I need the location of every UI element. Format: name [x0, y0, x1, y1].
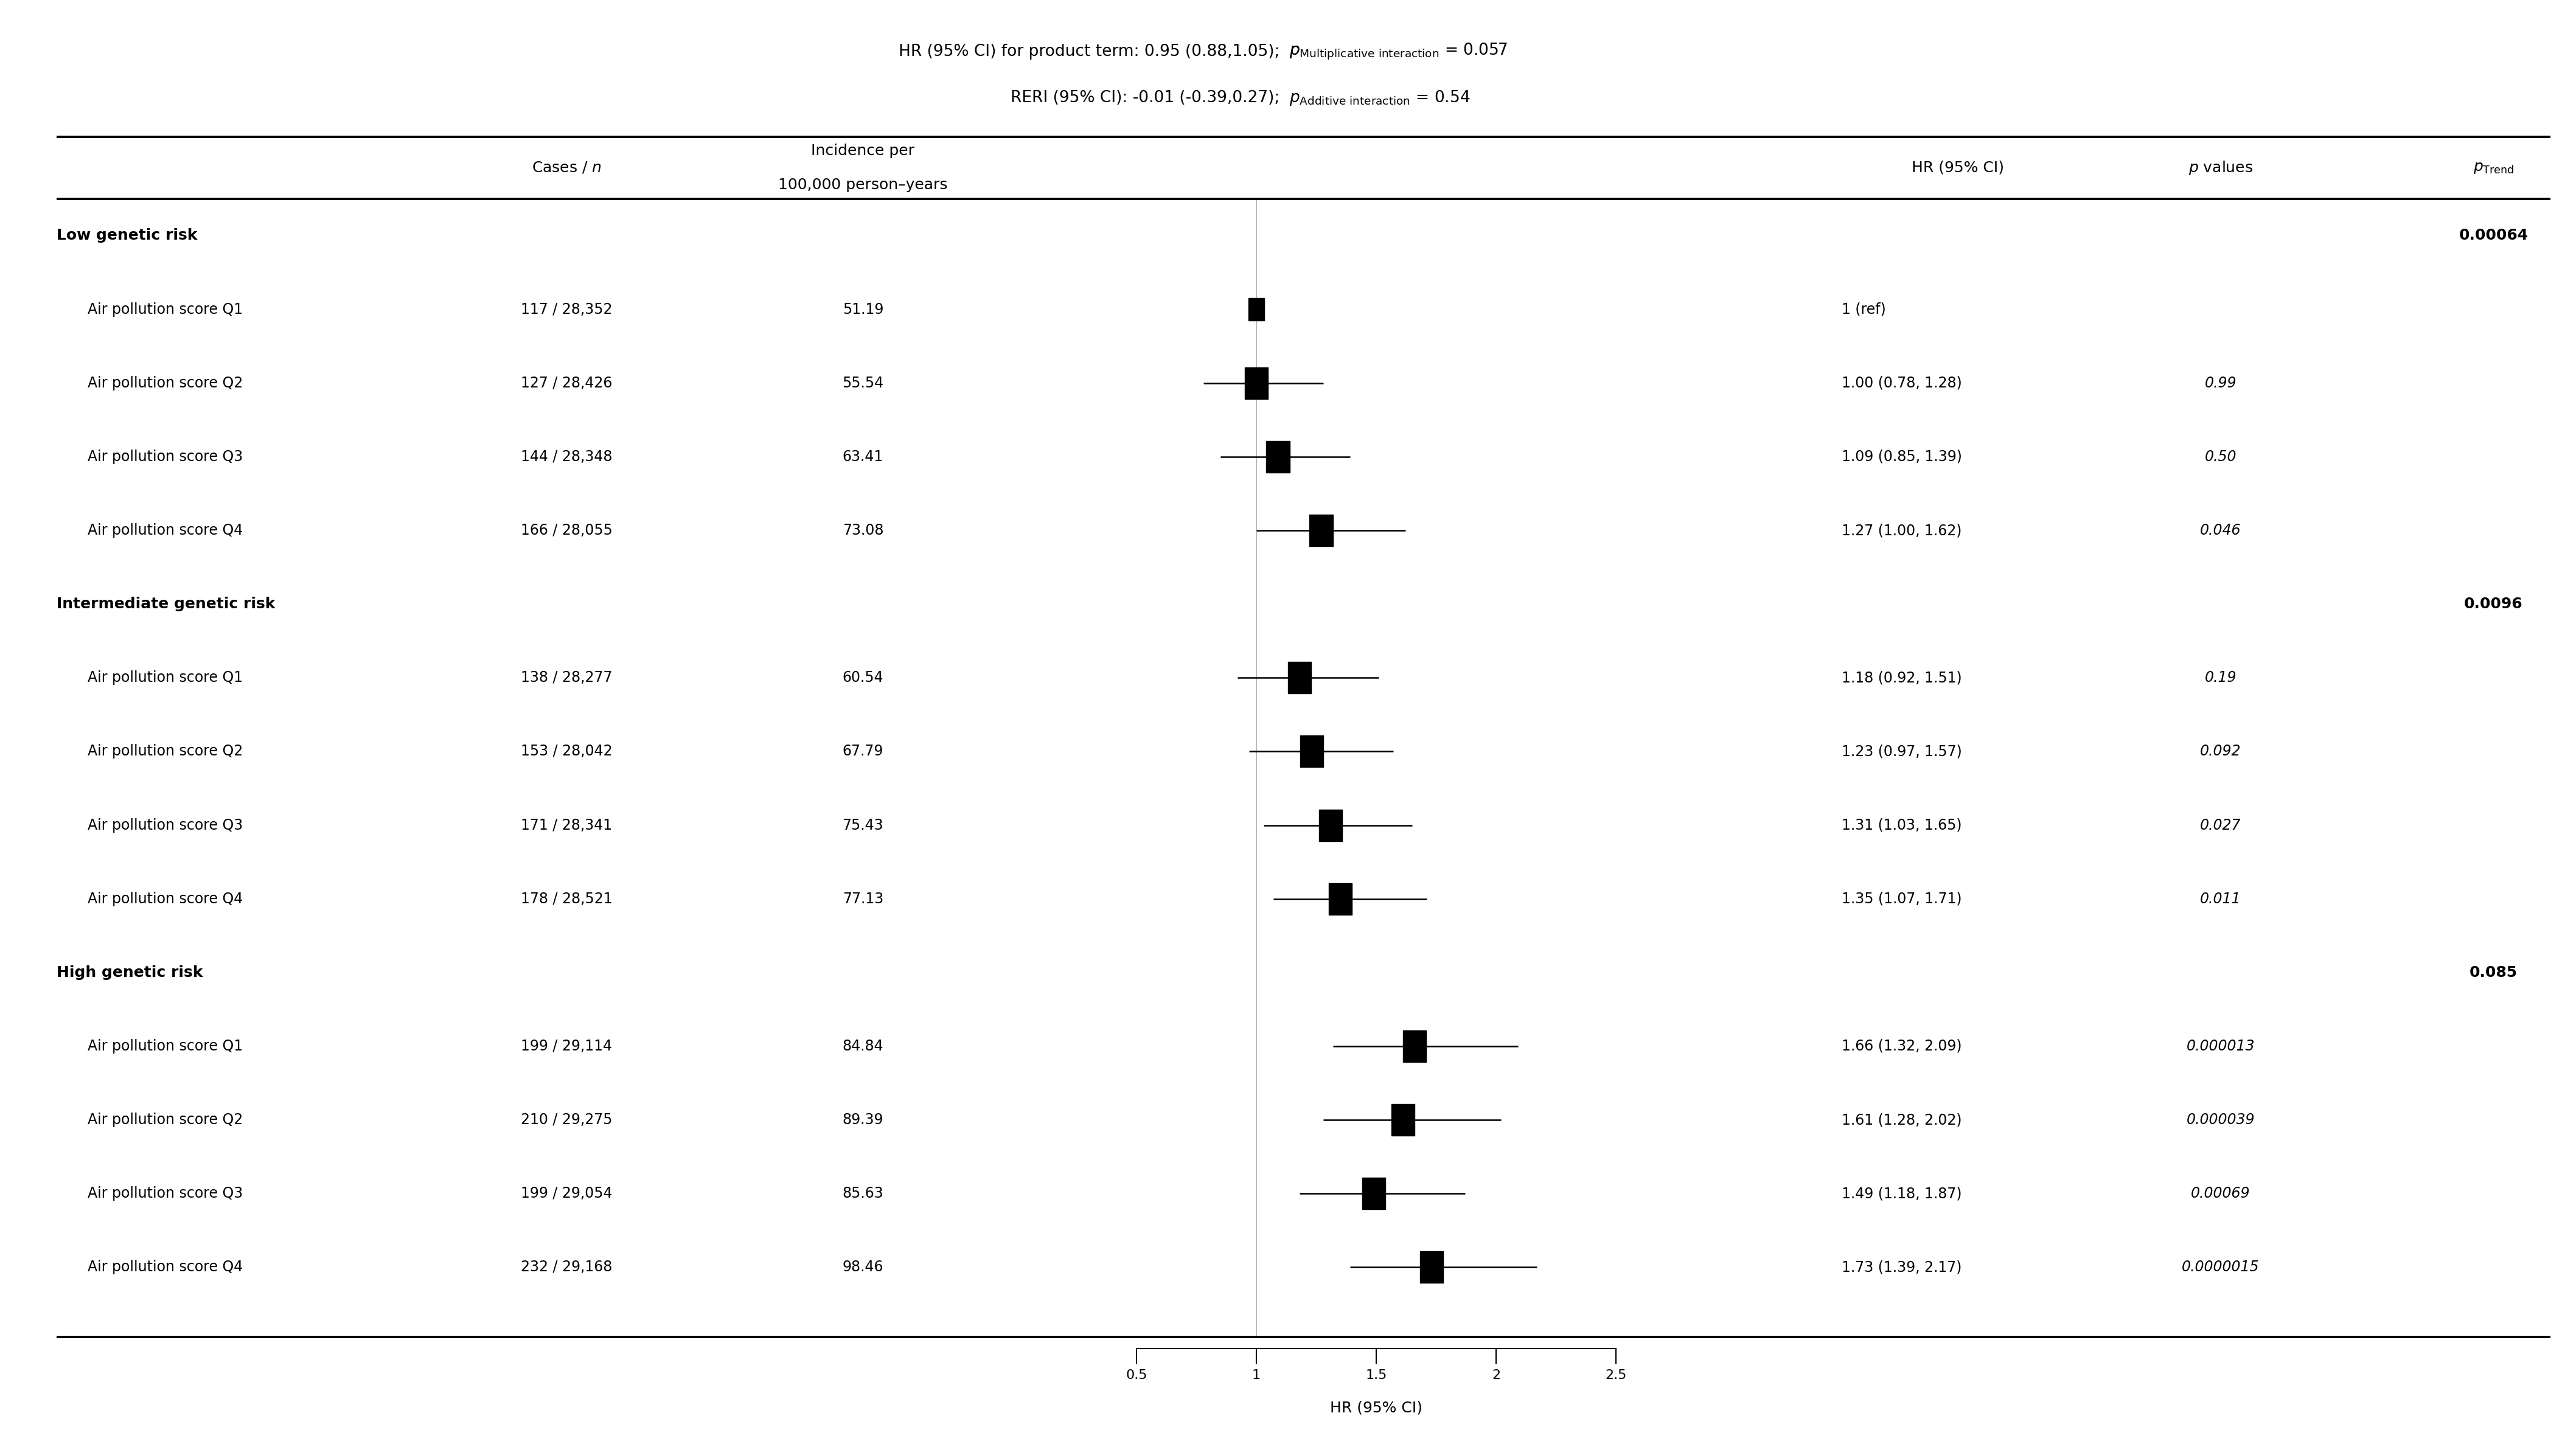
Text: 100,000 person–years: 100,000 person–years	[778, 177, 948, 193]
Text: 77.13: 77.13	[842, 892, 884, 906]
Text: 55.54: 55.54	[842, 376, 884, 391]
Text: 117 / 28,352: 117 / 28,352	[520, 303, 613, 317]
Text: Air pollution score Q1: Air pollution score Q1	[88, 670, 242, 684]
Text: 144 / 28,348: 144 / 28,348	[520, 450, 613, 464]
Text: 75.43: 75.43	[842, 818, 884, 833]
Text: 67.79: 67.79	[842, 744, 884, 759]
Text: Low genetic risk: Low genetic risk	[57, 229, 198, 244]
Text: 127 / 28,426: 127 / 28,426	[520, 376, 613, 391]
Text: 171 / 28,341: 171 / 28,341	[520, 818, 613, 833]
Text: 0.0096: 0.0096	[2465, 597, 2522, 611]
Text: 0.00069: 0.00069	[2190, 1186, 2251, 1200]
Text: 0.027: 0.027	[2200, 818, 2241, 833]
Text: $\it{p}_{\mathrm{Trend}}$: $\it{p}_{\mathrm{Trend}}$	[2473, 160, 2514, 176]
Text: 63.41: 63.41	[842, 450, 884, 464]
Text: 0.011: 0.011	[2200, 892, 2241, 906]
FancyBboxPatch shape	[1301, 736, 1324, 768]
Text: 0.0000015: 0.0000015	[2182, 1259, 2259, 1274]
Text: 73.08: 73.08	[842, 523, 884, 537]
Text: 51.19: 51.19	[842, 303, 884, 317]
Text: 84.84: 84.84	[842, 1039, 884, 1053]
Text: Air pollution score Q2: Air pollution score Q2	[88, 376, 242, 391]
Text: Air pollution score Q3: Air pollution score Q3	[88, 1186, 242, 1200]
Text: HR (95% CI): HR (95% CI)	[1911, 160, 2004, 176]
Text: 1.61 (1.28, 2.02): 1.61 (1.28, 2.02)	[1842, 1112, 1963, 1127]
Text: Intermediate genetic risk: Intermediate genetic risk	[57, 597, 276, 611]
Text: 1.73 (1.39, 2.17): 1.73 (1.39, 2.17)	[1842, 1259, 1963, 1274]
Text: $\it{p}$ values: $\it{p}$ values	[2187, 160, 2254, 176]
Text: 1.49 (1.18, 1.87): 1.49 (1.18, 1.87)	[1842, 1186, 1963, 1200]
Text: 1 (ref): 1 (ref)	[1842, 303, 1886, 317]
Text: 60.54: 60.54	[842, 670, 884, 684]
FancyBboxPatch shape	[1391, 1104, 1414, 1136]
Text: 89.39: 89.39	[842, 1112, 884, 1127]
Text: $\mathit{p}_{\mathrm{Multiplicative\ interaction}}$ = 0.057: $\mathit{p}_{\mathrm{Multiplicative\ int…	[1288, 42, 1507, 62]
Text: Air pollution score Q1: Air pollution score Q1	[88, 1039, 242, 1053]
Text: 199 / 29,114: 199 / 29,114	[520, 1039, 613, 1053]
Text: 2: 2	[1492, 1369, 1502, 1380]
Text: 1.35 (1.07, 1.71): 1.35 (1.07, 1.71)	[1842, 892, 1963, 906]
Text: 0.000013: 0.000013	[2187, 1039, 2254, 1053]
Text: 153 / 28,042: 153 / 28,042	[520, 744, 613, 759]
Text: HR (95% CI) for product term: 0.95 (0.88,1.05);: HR (95% CI) for product term: 0.95 (0.88…	[899, 45, 1288, 59]
Text: $\mathit{p}_{\mathrm{Additive\ interaction}}$ = 0.54: $\mathit{p}_{\mathrm{Additive\ interacti…	[1288, 89, 1471, 107]
Text: 166 / 28,055: 166 / 28,055	[520, 523, 613, 537]
FancyBboxPatch shape	[1288, 661, 1311, 693]
Text: RERI (95% CI): -0.01 (-0.39,0.27);: RERI (95% CI): -0.01 (-0.39,0.27);	[1010, 91, 1288, 105]
FancyBboxPatch shape	[1267, 441, 1291, 473]
Text: 1.66 (1.32, 2.09): 1.66 (1.32, 2.09)	[1842, 1039, 1963, 1053]
Text: 0.085: 0.085	[2470, 965, 2517, 980]
Text: 1.23 (0.97, 1.57): 1.23 (0.97, 1.57)	[1842, 744, 1963, 759]
Text: 0.50: 0.50	[2205, 450, 2236, 464]
Text: 1.09 (0.85, 1.39): 1.09 (0.85, 1.39)	[1842, 450, 1963, 464]
Text: 1.31 (1.03, 1.65): 1.31 (1.03, 1.65)	[1842, 818, 1963, 833]
Text: 1.00 (0.78, 1.28): 1.00 (0.78, 1.28)	[1842, 376, 1963, 391]
FancyBboxPatch shape	[1319, 810, 1342, 842]
Text: 1: 1	[1252, 1369, 1260, 1380]
FancyBboxPatch shape	[1363, 1177, 1386, 1209]
Text: 178 / 28,521: 178 / 28,521	[520, 892, 613, 906]
Text: 232 / 29,168: 232 / 29,168	[520, 1259, 613, 1274]
Text: Air pollution score Q4: Air pollution score Q4	[88, 523, 242, 537]
Text: 0.046: 0.046	[2200, 523, 2241, 537]
Text: $\it{p}$: $\it{p}$	[1288, 45, 1301, 59]
Text: Air pollution score Q3: Air pollution score Q3	[88, 450, 242, 464]
Text: Air pollution score Q3: Air pollution score Q3	[88, 818, 242, 833]
Text: 1.27 (1.00, 1.62): 1.27 (1.00, 1.62)	[1842, 523, 1963, 537]
Text: 98.46: 98.46	[842, 1259, 884, 1274]
Text: HR (95% CI): HR (95% CI)	[1329, 1401, 1422, 1415]
Text: 0.99: 0.99	[2205, 376, 2236, 391]
FancyBboxPatch shape	[1419, 1251, 1443, 1282]
FancyBboxPatch shape	[1249, 298, 1265, 320]
FancyBboxPatch shape	[1404, 1030, 1427, 1062]
Text: Incidence per: Incidence per	[811, 143, 914, 159]
Text: 210 / 29,275: 210 / 29,275	[520, 1112, 613, 1127]
Text: 0.000039: 0.000039	[2187, 1112, 2254, 1127]
Text: 199 / 29,054: 199 / 29,054	[520, 1186, 613, 1200]
FancyBboxPatch shape	[1329, 883, 1352, 915]
Text: 0.092: 0.092	[2200, 744, 2241, 759]
Text: Cases / $\it{n}$: Cases / $\it{n}$	[531, 160, 603, 176]
Text: Air pollution score Q2: Air pollution score Q2	[88, 744, 242, 759]
Text: Air pollution score Q4: Air pollution score Q4	[88, 892, 242, 906]
Text: Air pollution score Q1: Air pollution score Q1	[88, 303, 242, 317]
Text: 0.5: 0.5	[1126, 1369, 1146, 1380]
Text: Air pollution score Q2: Air pollution score Q2	[88, 1112, 242, 1127]
Text: 85.63: 85.63	[842, 1186, 884, 1200]
Text: 2.5: 2.5	[1605, 1369, 1628, 1380]
Text: 0.19: 0.19	[2205, 670, 2236, 684]
FancyBboxPatch shape	[1244, 367, 1267, 399]
Text: 1.18 (0.92, 1.51): 1.18 (0.92, 1.51)	[1842, 670, 1963, 684]
Text: Air pollution score Q4: Air pollution score Q4	[88, 1259, 242, 1274]
Text: 138 / 28,277: 138 / 28,277	[520, 670, 613, 684]
FancyBboxPatch shape	[1309, 514, 1332, 546]
Text: High genetic risk: High genetic risk	[57, 965, 204, 980]
Text: 0.00064: 0.00064	[2460, 229, 2527, 244]
Text: 1.5: 1.5	[1365, 1369, 1386, 1380]
